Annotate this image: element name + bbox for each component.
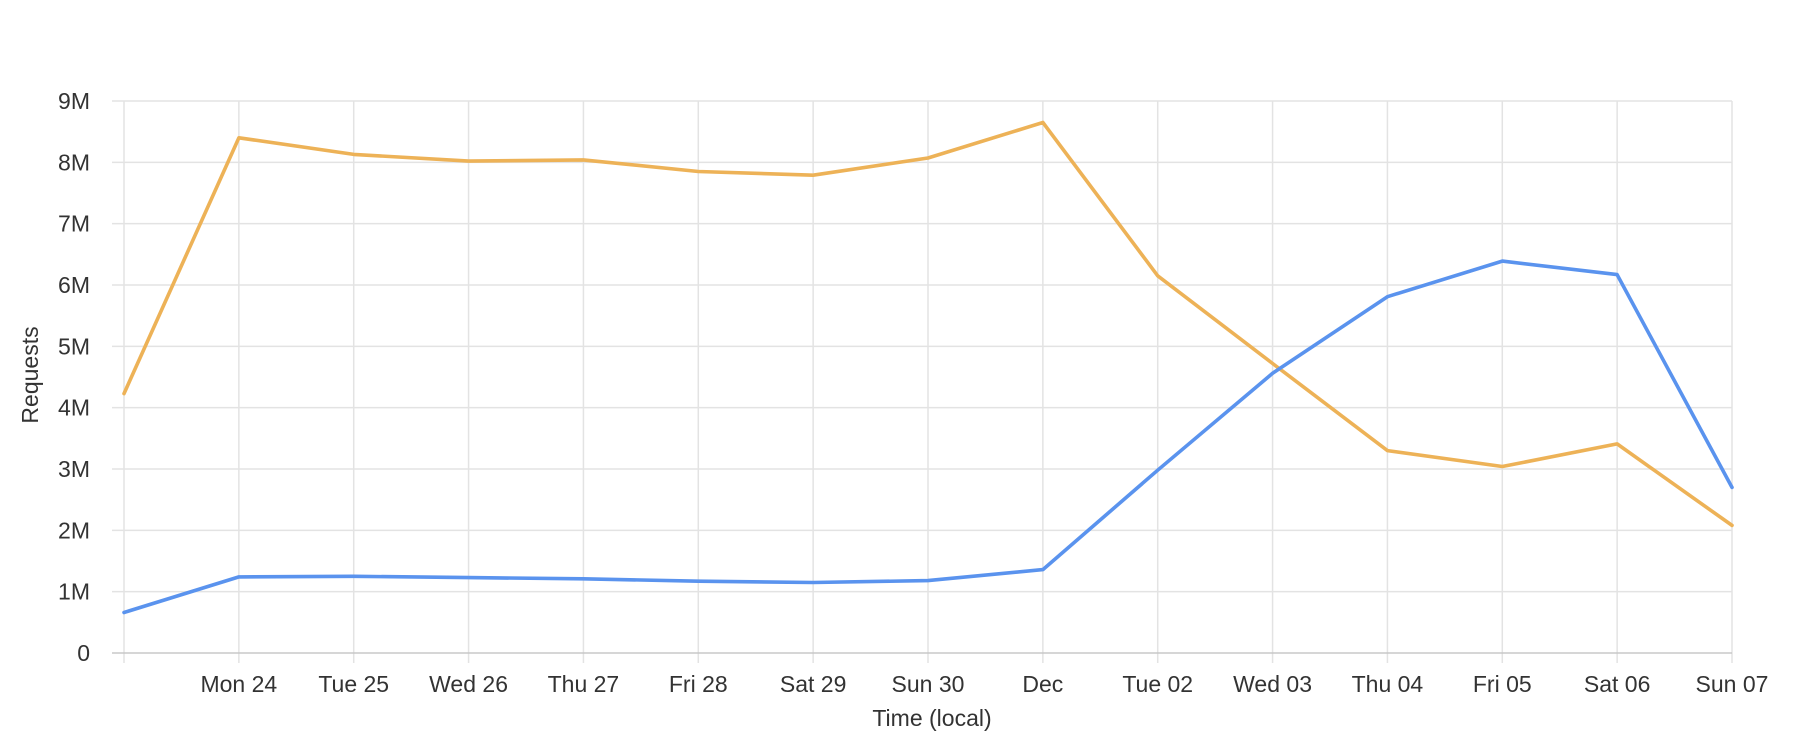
series-line-1: [122, 120, 1734, 528]
y-tick-label: 7M: [58, 211, 90, 237]
x-tick-label: Fri 28: [669, 671, 728, 697]
x-tick-label: Wed 03: [1233, 671, 1312, 697]
y-tick-label: 1M: [58, 579, 90, 605]
y-axis-title: Requests: [17, 326, 43, 423]
series-layer: [122, 120, 1734, 615]
x-tick-label: Thu 27: [548, 671, 620, 697]
x-tick-label: Tue 25: [318, 671, 389, 697]
y-gridlines: [112, 100, 1732, 593]
y-tick-label: 6M: [58, 272, 90, 298]
y-tick-label: 8M: [58, 149, 90, 175]
x-tick-label: Sat 06: [1584, 671, 1651, 697]
x-gridlines: [123, 101, 1733, 663]
x-tick-label: Dec: [1022, 671, 1063, 697]
x-tick-label: Thu 04: [1352, 671, 1424, 697]
series-line-2: [122, 259, 1734, 615]
x-tick-label: Mon 24: [200, 671, 277, 697]
y-tick-label: 0: [77, 640, 90, 666]
x-tick-label: Sat 29: [780, 671, 847, 697]
x-tick-labels: Mon 24 Tue 25 Wed 26 Thu 27 Fri 28 Sat 29 Sun …: [200, 671, 1768, 697]
y-tick-label: 4M: [58, 395, 90, 421]
y-tick-label: 9M: [58, 88, 90, 114]
x-axis-title: Time (local): [872, 705, 991, 731]
x-tick-label: Tue 02: [1122, 671, 1193, 697]
y-tick-label: 5M: [58, 333, 90, 359]
x-tick-label: Wed 26: [429, 671, 508, 697]
x-tick-label: Sun 30: [892, 671, 965, 697]
y-tick-label: 3M: [58, 456, 90, 482]
x-tick-label: Sun 07: [1696, 671, 1769, 697]
x-tick-label: Fri 05: [1473, 671, 1532, 697]
y-tick-labels: 0 1M 2M 3M 4M 5M 6M 7M 8M 9M: [58, 88, 90, 666]
y-tick-label: 2M: [58, 517, 90, 543]
